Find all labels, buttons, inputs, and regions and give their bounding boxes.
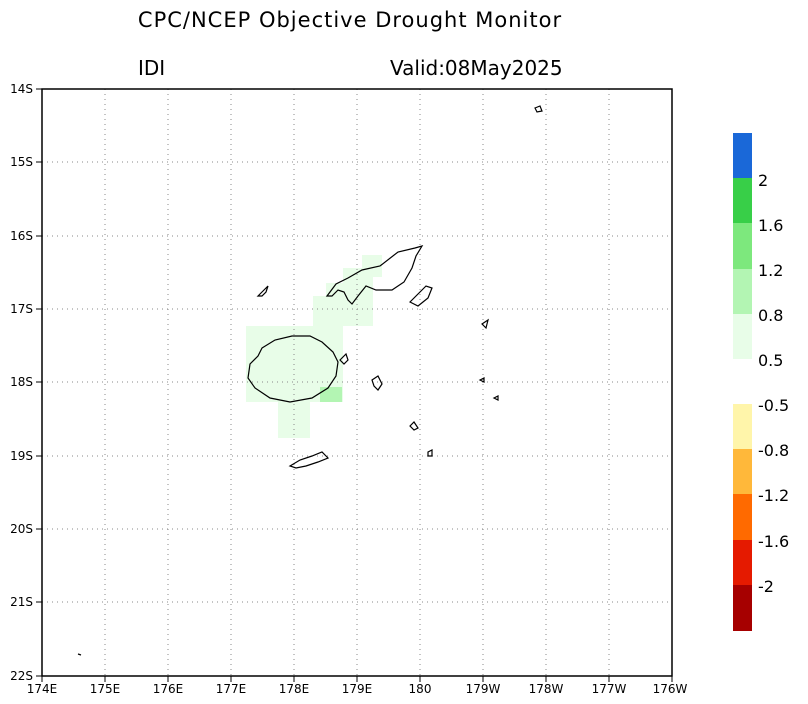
legend-swatch <box>733 585 752 631</box>
legend-swatch <box>733 133 752 178</box>
valid-date-label: Valid:08May2025 <box>390 56 563 80</box>
coast-rotuma <box>534 105 543 113</box>
legend-label: 2 <box>758 171 768 190</box>
lon-tick-label: 178W <box>529 682 564 696</box>
coast-ovalau <box>339 352 349 365</box>
legend-label: 1.6 <box>758 216 783 235</box>
legend-swatch <box>733 449 752 494</box>
legend-label: -0.8 <box>758 441 789 460</box>
coast-islet <box>77 653 82 656</box>
legend-positive: 2 1.6 1.2 0.8 0.5 <box>733 133 783 370</box>
coast-moala <box>409 421 419 431</box>
coast-lau-1 <box>427 449 433 457</box>
variable-label: IDI <box>138 56 166 80</box>
lon-tick-label: 176W <box>653 682 688 696</box>
shade-region-main <box>246 255 382 438</box>
coastlines <box>77 105 543 656</box>
lat-tick-labels: 14S 15S 16S 17S 18S 19S 20S 21S 22S <box>10 82 33 683</box>
coast-koro <box>371 375 383 391</box>
coast-taveuni <box>408 285 433 307</box>
lon-tick-label: 177W <box>592 682 627 696</box>
legend-swatch <box>733 269 752 314</box>
lon-tick-label: 175E <box>90 682 121 696</box>
lat-tick-label: 18S <box>10 375 33 389</box>
lat-tick-label: 20S <box>10 522 33 536</box>
coast-lau-2 <box>478 377 485 383</box>
legend-swatch <box>733 404 752 449</box>
coast-kadavu <box>288 451 330 469</box>
legend-label: 0.5 <box>758 351 783 370</box>
legend-label: 0.8 <box>758 306 783 325</box>
lat-tick-label: 14S <box>10 82 33 96</box>
legend-swatch <box>733 178 752 223</box>
lat-tick-label: 15S <box>10 155 33 169</box>
lat-tick-label: 19S <box>10 449 33 463</box>
legend-label: -0.5 <box>758 396 789 415</box>
lat-tick-label: 17S <box>10 302 33 316</box>
legend-negative: -0.5 -0.8 -1.2 -1.6 -2 <box>733 396 789 631</box>
shaded-areas <box>246 255 382 438</box>
legend-swatch <box>733 494 752 540</box>
tick-marks <box>36 88 673 682</box>
legend-label: -2 <box>758 577 774 596</box>
map-title: CPC/NCEP Objective Drought Monitor <box>137 8 563 32</box>
coast-vanua-levu <box>325 245 424 305</box>
lat-tick-label: 21S <box>10 595 33 609</box>
lat-tick-label: 16S <box>10 229 33 243</box>
legend-swatch <box>733 540 752 585</box>
coast-yasawa <box>256 285 269 297</box>
legend-label: -1.6 <box>758 532 789 551</box>
legend-swatch <box>733 314 752 359</box>
grid-lines <box>42 89 672 676</box>
lon-tick-label: 176E <box>153 682 184 696</box>
coast-lau-4 <box>481 318 489 330</box>
lon-tick-label: 180 <box>409 682 432 696</box>
lon-tick-label: 177E <box>216 682 247 696</box>
lon-tick-label: 178E <box>279 682 310 696</box>
lon-tick-label: 179E <box>342 682 373 696</box>
coast-viti-levu <box>247 335 339 403</box>
legend-label: -1.2 <box>758 486 789 505</box>
legend-swatch <box>733 223 752 269</box>
lon-tick-labels: 174E 175E 176E 177E 178E 179E 180 179W 1… <box>27 682 688 696</box>
legend-label: 1.2 <box>758 261 783 280</box>
lon-tick-label: 179W <box>466 682 501 696</box>
shade-region-moderate <box>320 387 342 402</box>
lon-tick-label: 174E <box>27 682 58 696</box>
coast-lau-3 <box>492 395 499 401</box>
lat-tick-label: 22S <box>10 669 33 683</box>
